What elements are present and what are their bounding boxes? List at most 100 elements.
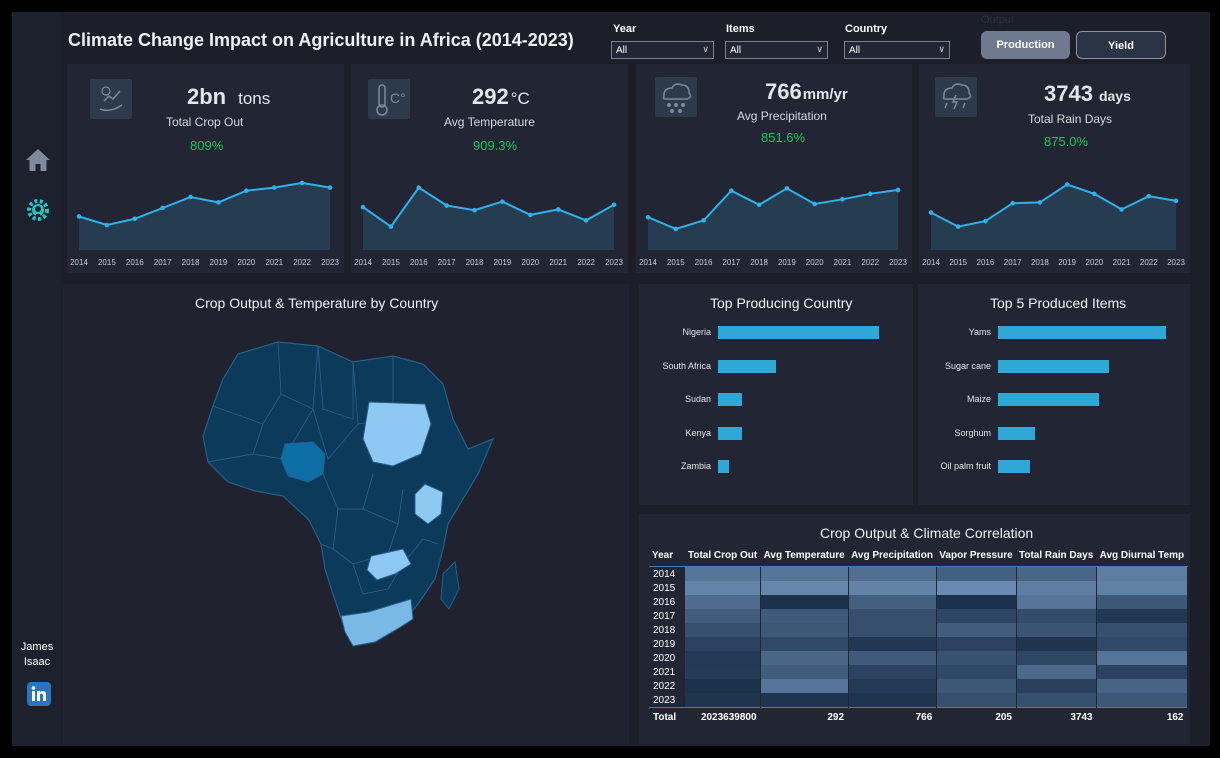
heatmap-cell	[848, 651, 937, 665]
year-tick-label: 2016	[695, 258, 713, 267]
heatmap-cell	[848, 693, 937, 708]
heatmap-cell	[1016, 693, 1098, 708]
sparkline-point	[1064, 182, 1070, 187]
year-tick-label: 2022	[293, 258, 311, 267]
south-africa-region[interactable]	[340, 598, 414, 647]
bar[interactable]	[998, 426, 1035, 440]
table-row: 2019	[649, 637, 1188, 651]
kpi-value: 292 °C	[472, 84, 530, 109]
year-tick-label: 2018	[1031, 258, 1049, 267]
total-value: 2023639800	[685, 707, 761, 726]
heatmap-cell	[1016, 566, 1098, 581]
year-tick-label: 2021	[1113, 258, 1131, 267]
sparkline-point	[983, 218, 988, 224]
heatmap-cell	[1096, 651, 1188, 665]
year-filter-value: All	[616, 45, 628, 56]
column-header[interactable]: Year	[649, 544, 685, 567]
column-header[interactable]: Total Rain Days	[1016, 544, 1097, 567]
heatmap-cell	[1096, 623, 1188, 637]
year-tick-label: 2020	[237, 258, 255, 267]
kpi-card-rain-days: 3743 days Total Rain Days 875.0% 2014 2015…	[919, 64, 1190, 273]
year-tick-label: 2018	[750, 258, 768, 267]
kenya-region[interactable]	[414, 483, 444, 525]
bar[interactable]	[998, 460, 1030, 473]
heatmap-cell	[760, 609, 849, 623]
linkedin-icon[interactable]	[27, 682, 51, 706]
year-tick-label: 2021	[549, 258, 567, 267]
heatmap-cell	[685, 609, 762, 623]
madagascar-region	[440, 560, 460, 610]
sparkline-area	[363, 187, 614, 250]
year-filter[interactable]: All ∨	[611, 41, 714, 59]
home-icon[interactable]	[25, 147, 51, 173]
column-header[interactable]: Avg Temperature	[760, 544, 849, 567]
column-header[interactable]: Vapor Pressure	[936, 544, 1016, 567]
heatmap-cell	[760, 665, 849, 679]
heatmap-cell	[760, 581, 849, 595]
column-header[interactable]: Avg Precipitation	[848, 544, 937, 567]
heatmap-cell	[685, 623, 762, 637]
sparkline-point	[528, 212, 533, 218]
bar[interactable]	[998, 359, 1109, 373]
bar[interactable]	[718, 326, 879, 339]
heatmap-cell	[848, 665, 937, 679]
sparkline-point	[76, 214, 82, 219]
year-tick-label: 2019	[778, 258, 796, 267]
heatmap-cell	[1096, 609, 1188, 623]
heatmap-cell	[685, 679, 762, 693]
nigeria-region[interactable]	[280, 441, 326, 483]
year-tick-label: 2020	[521, 258, 539, 267]
sudan-region[interactable]	[362, 401, 432, 467]
year-tick-label: 2017	[722, 258, 740, 267]
year-filter-label: Year	[613, 23, 637, 35]
bar[interactable]	[718, 426, 743, 440]
top-items-panel: Top 5 Produced Items Yams Sugar cane Maize…	[918, 284, 1190, 505]
sparkline-point	[216, 200, 221, 205]
bar-category-label: Kenya	[685, 427, 711, 438]
bar[interactable]	[998, 326, 1166, 339]
rain-cloud-icon	[655, 77, 697, 117]
items-filter[interactable]: All ∨	[725, 41, 828, 59]
total-value: 205	[936, 707, 1016, 726]
year-tick-label: 2017	[438, 258, 456, 267]
heatmap-cell	[848, 637, 937, 651]
bar[interactable]	[718, 460, 730, 473]
column-header[interactable]: Avg Diurnal Temp	[1096, 544, 1188, 567]
column-header[interactable]: Total Crop Out	[685, 544, 761, 567]
africa-map[interactable]	[163, 324, 503, 664]
zambia-region[interactable]	[366, 548, 412, 581]
svg-text:C°: C°	[390, 90, 406, 106]
heatmap-cell	[1016, 609, 1098, 623]
year-tick-label: 2015	[949, 258, 967, 267]
country-filter[interactable]: All ∨	[844, 41, 950, 59]
kpi-label: Total Rain Days	[1028, 112, 1113, 126]
bar[interactable]	[718, 359, 776, 373]
bar[interactable]	[718, 393, 743, 406]
settings-bulb-icon[interactable]	[25, 197, 51, 223]
sparkline-point	[928, 210, 934, 215]
year-tick-label: 2014	[922, 258, 940, 267]
year-tick-label: 2022	[577, 258, 595, 267]
correlation-heatmap-table: Year Total Crop Out Avg Temperature Avg Pre…	[649, 544, 1188, 726]
heatmap-cell	[936, 637, 1017, 651]
bar[interactable]	[998, 393, 1099, 406]
heatmap-cell	[1096, 566, 1188, 581]
bar-category-label: South Africa	[662, 360, 711, 371]
heatmap-cell	[1016, 651, 1098, 665]
author-name: James Isaac	[20, 641, 54, 668]
sparkline-point	[1092, 191, 1097, 197]
yield-button[interactable]: Yield	[1076, 31, 1166, 59]
production-button[interactable]: Production	[981, 31, 1070, 59]
kpi-label: Avg Temperature	[444, 115, 535, 129]
kpi-change: 851.6%	[761, 130, 806, 145]
map-panel: Crop Output & Temperature by Country	[63, 284, 629, 744]
heatmap-cell	[1096, 595, 1188, 609]
sparkline-point	[784, 186, 790, 191]
row-year: 2022	[653, 680, 676, 692]
heatmap-cell	[848, 595, 937, 609]
trend-sparkline: 2014 2015 2016 2017 2018 2019 2020 2021 2022 2023	[354, 185, 623, 267]
year-tick-label: 2017	[1004, 258, 1022, 267]
sparkline-area	[79, 182, 330, 250]
year-tick-label: 2023	[889, 258, 907, 267]
top-country-title: Top Producing Country	[710, 295, 853, 311]
